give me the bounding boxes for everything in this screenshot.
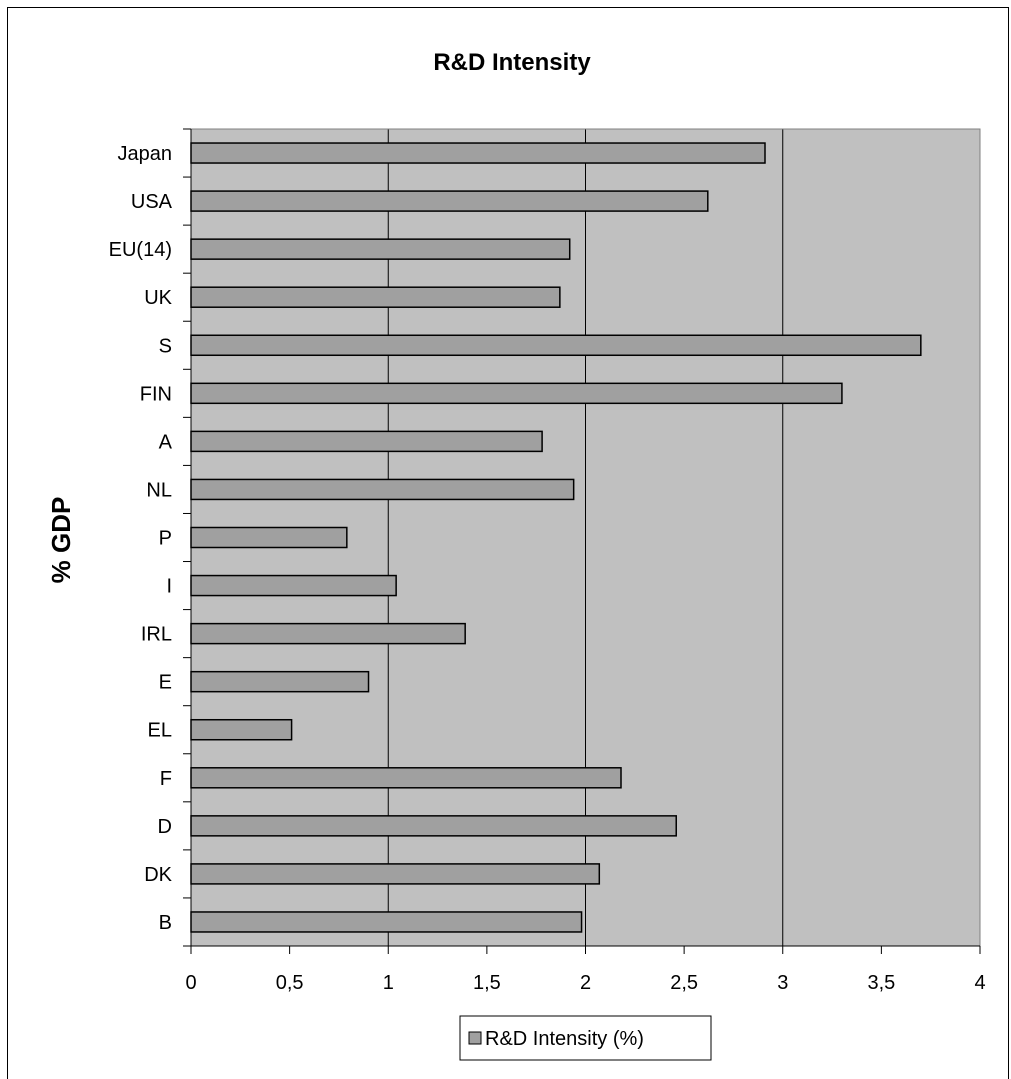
legend-swatch	[468, 1031, 482, 1045]
x-tick-label: 2,5	[670, 972, 698, 994]
bar-a	[190, 430, 543, 453]
x-tick-label: 0,5	[276, 972, 304, 994]
y-tick-label: USA	[131, 191, 173, 213]
bar-fin	[190, 382, 843, 405]
bar-f	[190, 767, 622, 789]
bar-uk	[190, 286, 561, 308]
y-tick-label: B	[159, 912, 172, 934]
bar-d	[190, 815, 677, 837]
y-tick-label: NL	[146, 479, 172, 501]
bar-p	[190, 526, 348, 549]
y-tick-label: DK	[144, 864, 172, 886]
x-tick-label: 1	[383, 972, 394, 994]
x-tick-label: 3,5	[867, 972, 895, 994]
bar-s	[190, 334, 922, 357]
chart-frame	[7, 7, 1009, 1079]
bar-e	[190, 670, 370, 693]
y-tick-label: IRL	[141, 624, 172, 646]
plot-area: 0 0,5 1 1,5 2 2,5 3 3,5 4 Japan USA EU(14) UK S FIN A NL…	[109, 128, 986, 994]
y-tick-label: E	[159, 672, 172, 694]
bar-el	[190, 718, 293, 741]
legend: R&D Intensity (%)	[459, 1015, 712, 1061]
x-tick-label: 2	[580, 972, 591, 994]
bar-japan	[190, 142, 766, 164]
y-tick-label: D	[158, 816, 172, 838]
bar-i	[190, 574, 397, 597]
bar-b	[190, 911, 583, 933]
y-tick-label: F	[160, 768, 172, 790]
x-tick-label: 1,5	[473, 972, 501, 994]
y-tick-label: I	[166, 576, 172, 598]
y-tick-label: EU(14)	[109, 239, 172, 261]
bar-nl	[190, 478, 575, 501]
y-tick-label: FIN	[140, 383, 172, 405]
legend-label: R&D Intensity (%)	[485, 1028, 644, 1050]
bar-eu14	[190, 238, 571, 260]
y-tick-label: A	[159, 431, 173, 453]
y-tick-label: P	[159, 528, 172, 550]
bar-irl	[190, 622, 466, 645]
x-tick-label: 0	[185, 972, 196, 994]
x-tick-label: 4	[974, 972, 985, 994]
bar-usa	[190, 190, 709, 212]
y-tick-label: UK	[144, 287, 172, 309]
chart-title: R&D Intensity	[433, 49, 591, 76]
legend-box	[459, 1015, 712, 1061]
bar-dk	[190, 863, 601, 885]
y-tick-label: EL	[148, 720, 172, 742]
y-tick-label: Japan	[118, 143, 173, 165]
y-axis-label: % GDP	[46, 497, 76, 584]
x-tick-label: 3	[777, 972, 788, 994]
y-tick-label: S	[159, 335, 172, 357]
